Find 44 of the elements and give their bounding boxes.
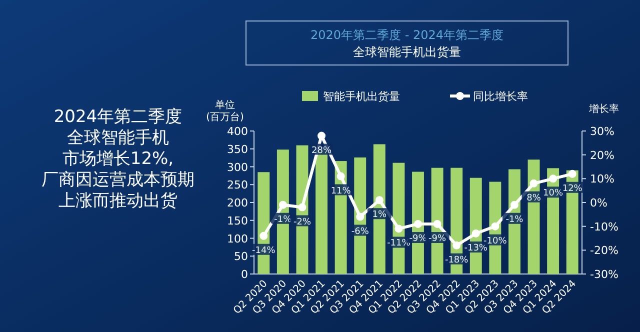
y2-tick-label: -30% [590,268,618,281]
y-tick-label: 200 [227,196,248,210]
data-label: -9% [428,234,446,244]
y-tick-label: 300 [227,160,248,174]
legend-label: 同比增长率 [473,90,528,103]
y2-tick-label: 30% [590,125,614,138]
y-tick-label: 100 [227,232,248,246]
y-tick-label: 150 [227,214,248,228]
data-label: -18% [444,255,469,266]
data-label: -13% [464,243,488,254]
data-label: -1% [506,214,524,225]
y-tick-label: 250 [227,178,248,192]
text: 厂商因运营成本预期 [42,170,194,190]
chart-title: 全球智能手机出货量 [353,45,461,59]
data-label: -1% [274,214,292,225]
y-tick-label: 350 [227,142,248,156]
data-label: 28% [312,146,332,156]
data-label: 8% [526,193,542,204]
y-axis-title: 单位 (百万台) [206,99,244,123]
data-label: 12% [562,184,583,194]
chart-subtitle: 2020年第二季度 - 2024年第二季度 [310,28,504,42]
y2-tick-label: 20% [590,148,614,162]
y2-tick-label: 10% [590,172,614,186]
y2-tick-label: -20% [590,244,618,258]
text: 全球智能手机 [67,128,169,148]
data-label: -11% [387,238,411,249]
data-label: -6% [351,226,370,237]
text: 2024年第二季度 [54,107,182,127]
y2-axis-title: 增长率 [588,103,619,115]
data-label: 11% [330,186,352,196]
data-label: -10% [484,236,508,246]
y-tick-label: 0 [241,268,248,281]
y-tick-label: 50 [234,250,248,264]
data-label: 1% [372,210,387,220]
y2-tick-label: 0% [590,196,608,210]
y2-tick-label: -10% [590,220,618,234]
data-label: -9% [409,234,428,244]
text: 市场增长12%, [62,149,174,169]
data-label: -14% [252,246,276,256]
text: 上涨而推动出货 [58,191,178,211]
data-label: 10% [543,188,564,199]
legend-label: 智能手机出货量 [323,90,400,103]
data-label: -2% [293,217,312,228]
y-tick-label: 400 [227,125,248,138]
